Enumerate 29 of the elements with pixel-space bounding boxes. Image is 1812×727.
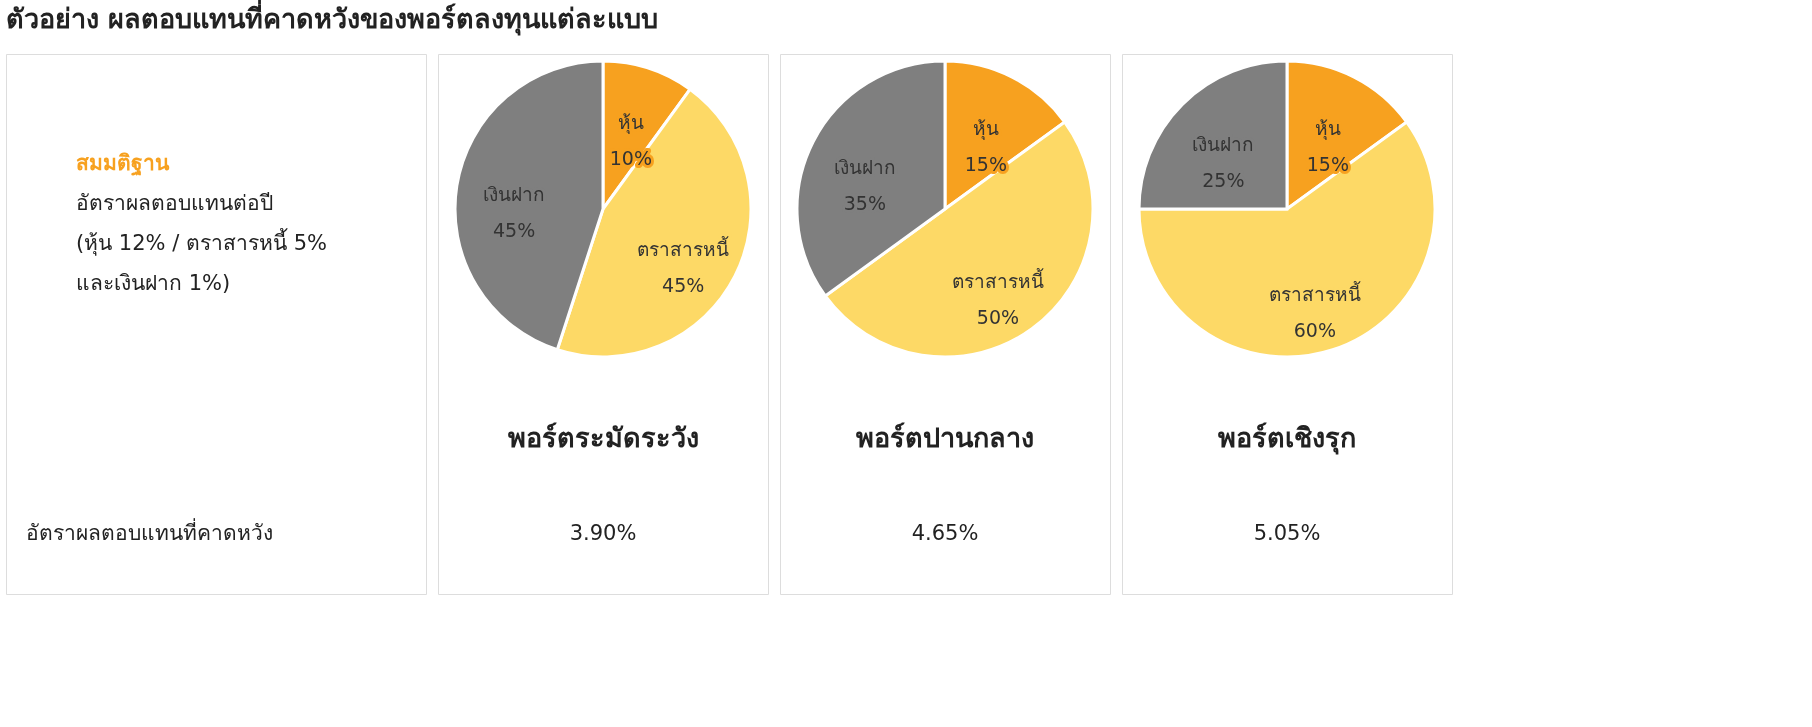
text: อัตราผลตอบแทนต่อปี bbox=[76, 191, 273, 215]
slice-label: หุ้น bbox=[617, 111, 644, 136]
text: (หุ้น 12% / ตราสารหนี้ 5% bbox=[76, 228, 327, 256]
data-label: 45% bbox=[492, 218, 536, 241]
slice-label: ตราสารหนี้ bbox=[637, 235, 730, 260]
data-label: 45% bbox=[662, 273, 705, 296]
slice-label: เงินฝาก bbox=[1192, 133, 1255, 156]
slice-label: หุ้น bbox=[972, 116, 999, 141]
text: พอร์ตเชิงรุก bbox=[1218, 422, 1356, 455]
text: ตัวอย่าง ผลตอบแทนที่คาดหวังของพอร์ตลงทุนแต่ละแบบ bbox=[5, 0, 658, 36]
text: 3.90% bbox=[569, 521, 637, 545]
data-label: 50% bbox=[976, 305, 1020, 328]
text: 5.05% bbox=[1253, 521, 1321, 545]
slice-label: เงินฝาก bbox=[483, 182, 546, 205]
slice-label: เงินฝาก bbox=[833, 156, 896, 179]
slice-label: ตราสารหนี้ bbox=[951, 267, 1044, 292]
data-label: 15% bbox=[1306, 152, 1349, 175]
slice-label: ตราสารหนี้ bbox=[1268, 280, 1361, 305]
data-label: 60% bbox=[1293, 318, 1336, 341]
data-label: 25% bbox=[1202, 169, 1245, 192]
text: และเงินฝาก 1%) bbox=[76, 271, 231, 295]
data-label: 35% bbox=[843, 192, 886, 215]
data-label: 15% bbox=[964, 152, 1007, 175]
text: 4.65% bbox=[911, 521, 979, 545]
text: พอร์ตปานกลาง bbox=[856, 422, 1034, 453]
text: สมมติฐาน bbox=[76, 151, 170, 177]
text: อัตราผลตอบแทนที่คาดหวัง bbox=[26, 518, 273, 545]
text: พอร์ตระมัดระวัง bbox=[507, 422, 699, 453]
slice-label: หุ้น bbox=[1314, 116, 1341, 141]
